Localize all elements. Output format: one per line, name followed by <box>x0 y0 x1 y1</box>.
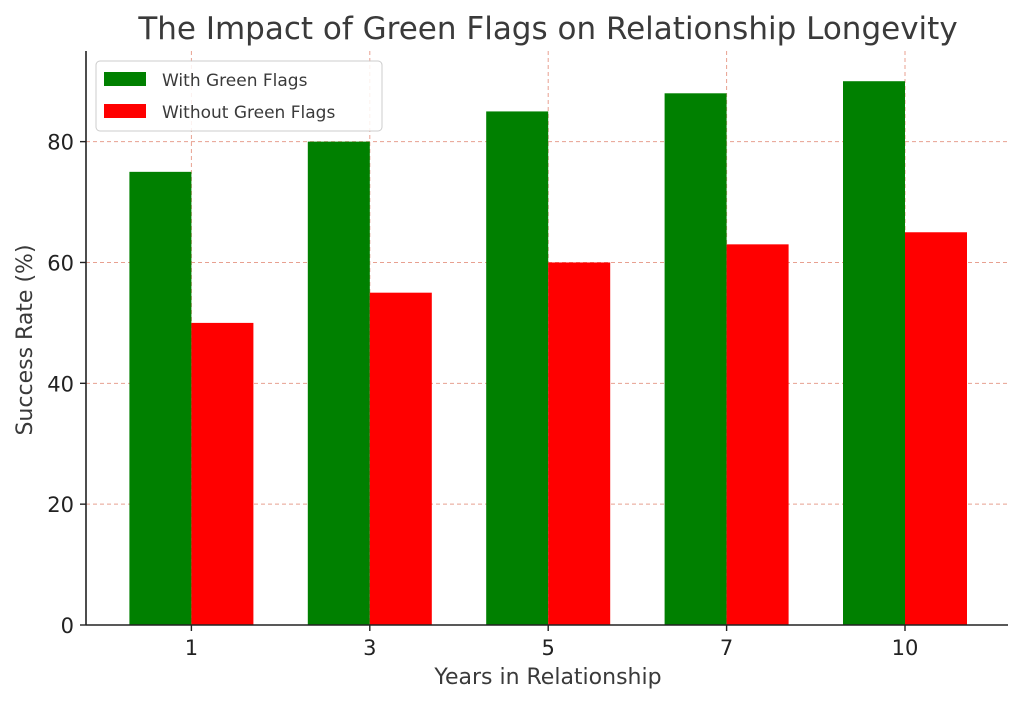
legend: With Green Flags Without Green Flags <box>95 60 383 132</box>
bar-with-green-flags-3 <box>307 141 370 625</box>
bar-with-green-flags-10 <box>843 81 905 626</box>
x-tick-label-3: 3 <box>363 636 376 660</box>
legend-label-with-green-flags: With Green Flags <box>162 71 308 91</box>
x-tick-label-5: 5 <box>542 636 555 660</box>
y-tick-label-60: 60 <box>47 251 74 275</box>
legend-box <box>95 60 383 132</box>
bar-without-green-flags-3 <box>369 292 432 625</box>
y-tick-label-80: 80 <box>47 131 74 155</box>
x-tick-label-7: 7 <box>720 636 733 660</box>
legend-label-without-green-flags: Without Green Flags <box>162 103 335 123</box>
x-tick-label-1: 1 <box>185 636 198 660</box>
y-tick-label-40: 40 <box>47 372 74 396</box>
chart-title: The Impact of Green Flags on Relationshi… <box>137 11 957 47</box>
legend-swatch-with-green-flags <box>104 72 146 86</box>
bar-without-green-flags-5 <box>548 262 611 625</box>
x-axis-label: Years in Relationship <box>433 665 661 690</box>
x-tick-label-10: 10 <box>892 636 919 660</box>
x-ticks: 1 3 5 7 10 <box>185 625 919 660</box>
bar-with-green-flags-7 <box>664 93 727 625</box>
y-tick-label-20: 20 <box>47 493 74 517</box>
bar-without-green-flags-7 <box>726 244 789 626</box>
bars <box>129 81 967 626</box>
y-ticks: 0 20 40 60 80 <box>47 131 86 638</box>
y-axis-label: Success Rate (%) <box>13 244 38 435</box>
legend-swatch-without-green-flags <box>104 104 146 118</box>
bar-without-green-flags-1 <box>191 322 254 625</box>
bar-without-green-flags-10 <box>905 232 967 625</box>
bar-with-green-flags-1 <box>129 171 192 625</box>
y-tick-label-0: 0 <box>61 614 74 638</box>
bar-with-green-flags-5 <box>486 111 549 626</box>
